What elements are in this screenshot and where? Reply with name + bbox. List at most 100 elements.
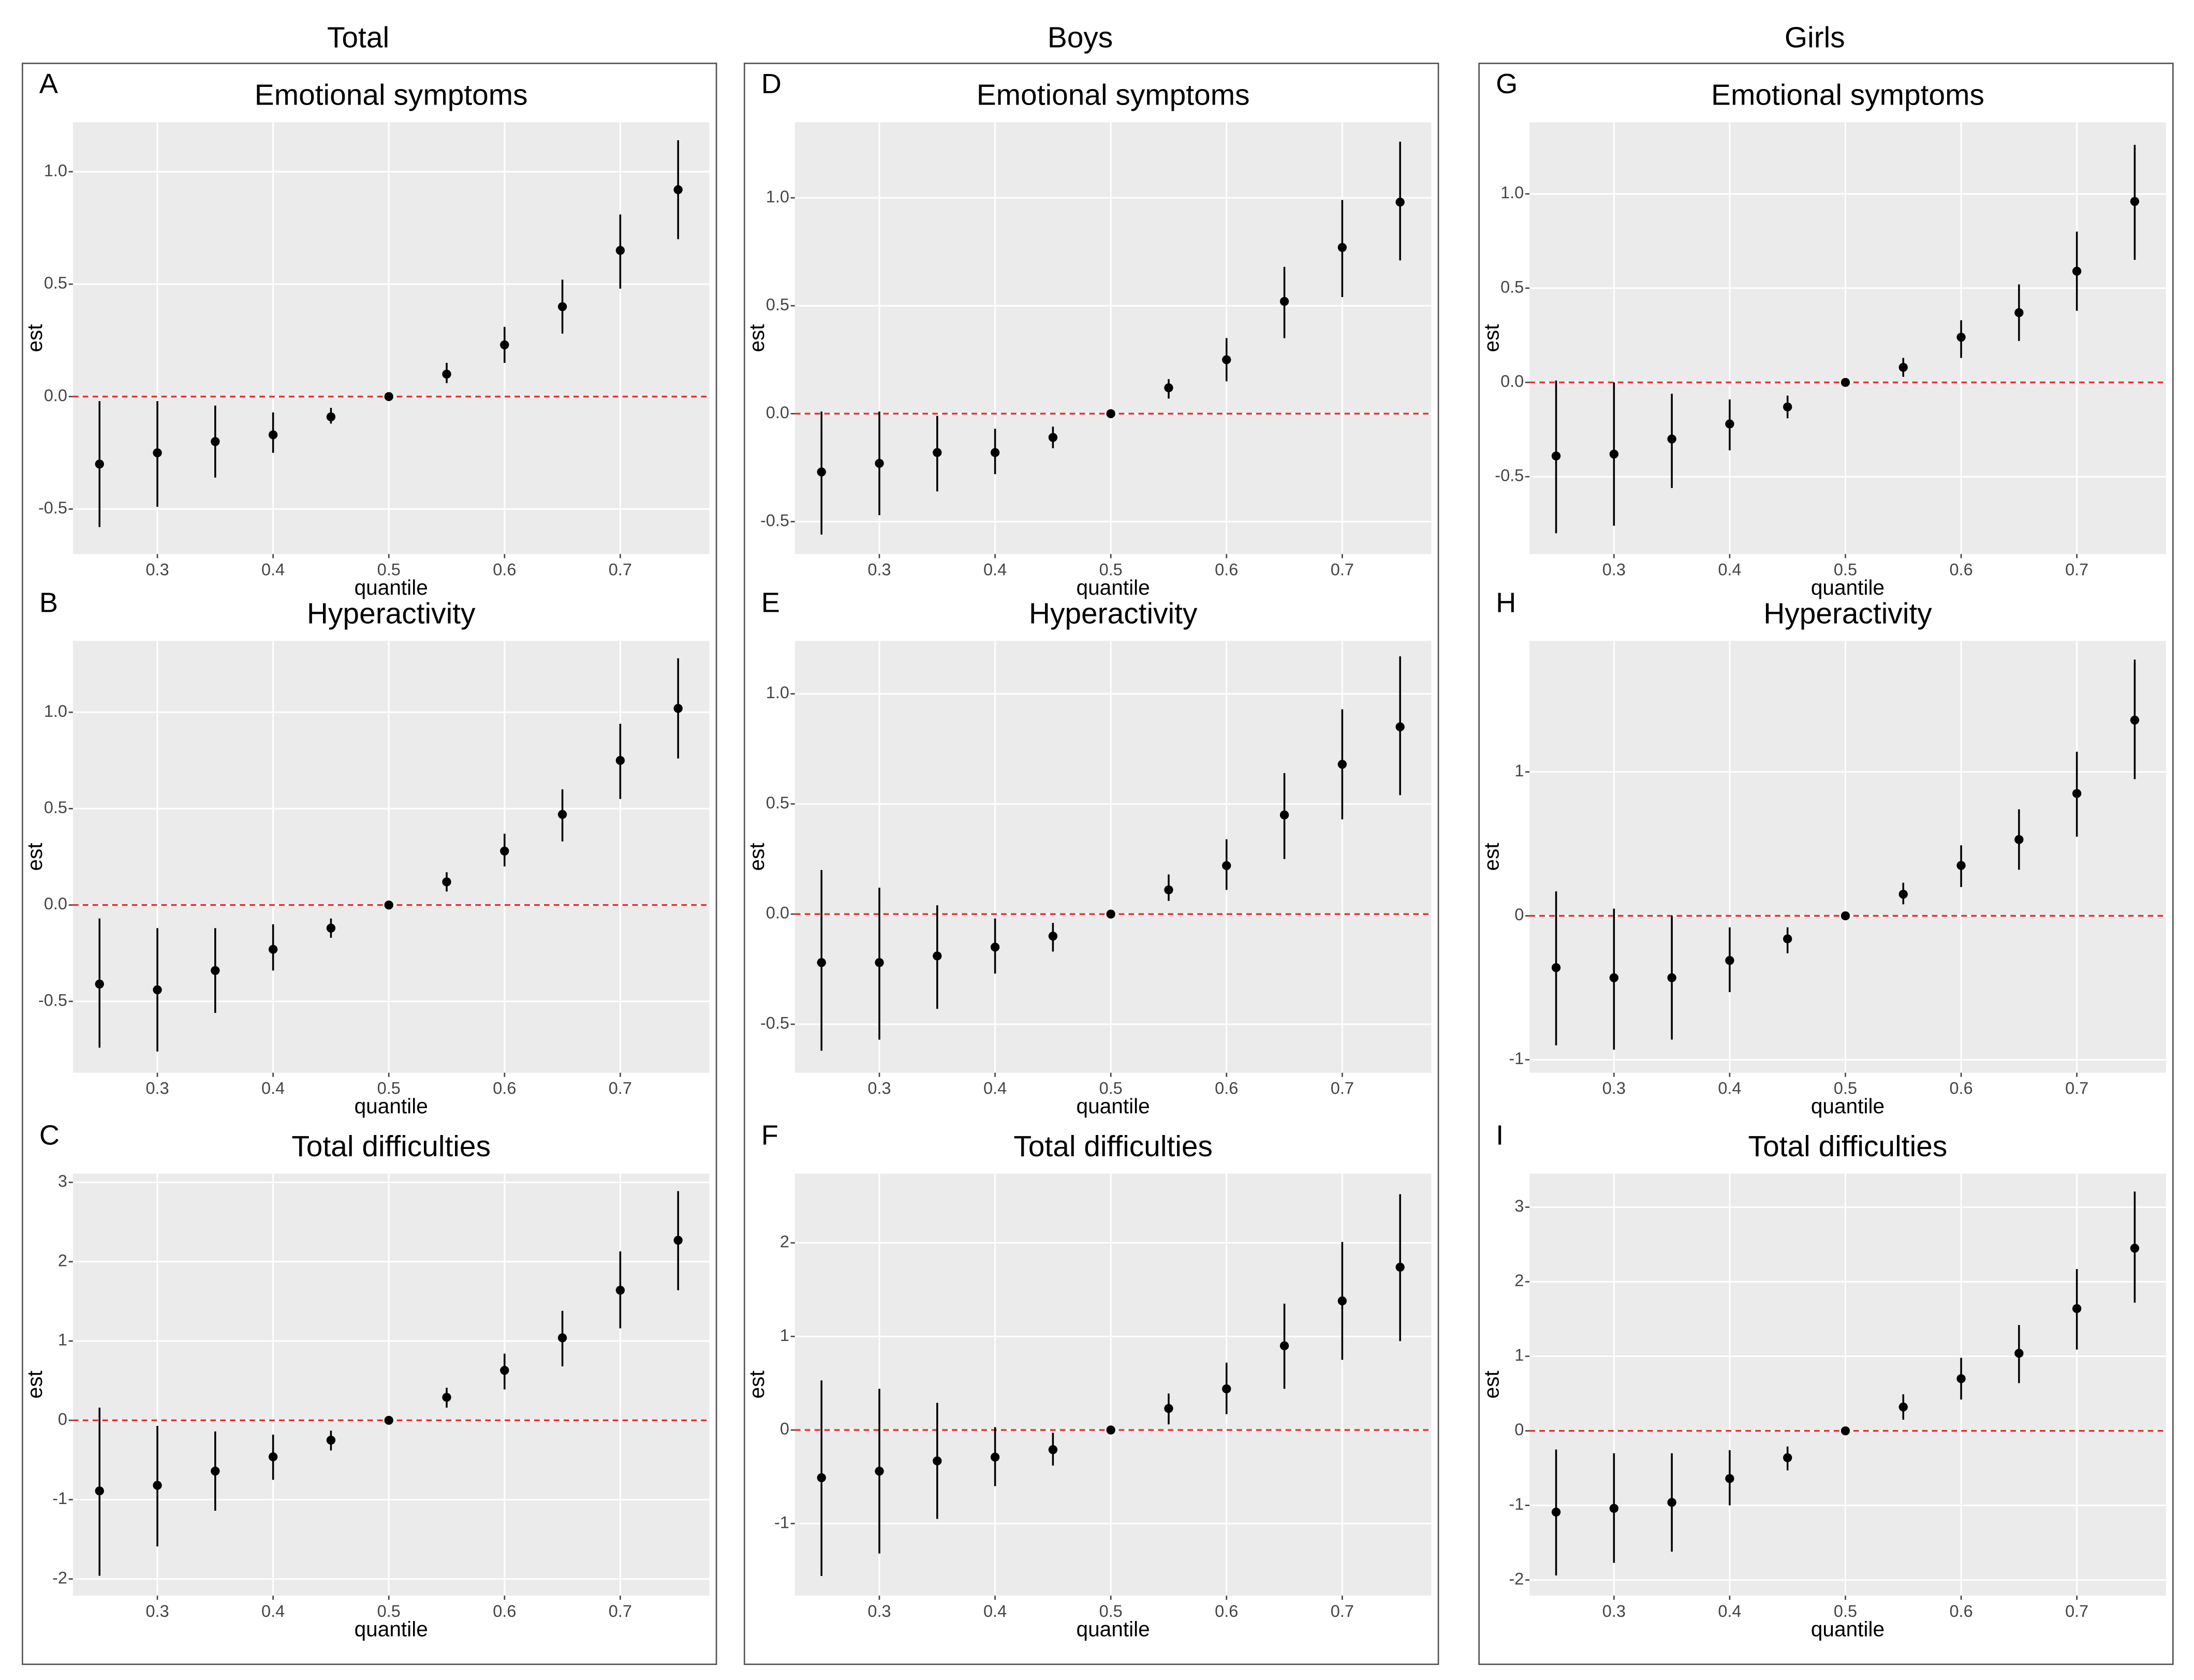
point <box>1222 1384 1231 1394</box>
y-tick-label: 2 <box>1514 1271 1524 1290</box>
plot-background <box>794 122 1432 554</box>
y-tick-label: -0.5 <box>760 1014 789 1033</box>
point <box>557 1333 567 1343</box>
point <box>557 302 567 312</box>
x-tick-label: 0.3 <box>145 1602 169 1620</box>
point <box>1956 332 1966 342</box>
x-tick-label: 0.4 <box>261 1602 285 1620</box>
point <box>1337 760 1347 769</box>
point <box>1840 378 1850 387</box>
y-tick-label: -0.5 <box>38 498 67 517</box>
y-tick-label: 1.0 <box>1500 183 1524 202</box>
panel-letter: E <box>761 587 780 618</box>
x-tick-label: 0.6 <box>1949 561 1972 579</box>
point <box>1783 402 1792 411</box>
point <box>817 958 826 967</box>
x-tick-label: 0.3 <box>1602 1602 1626 1620</box>
x-tick-label: 0.3 <box>1602 1079 1626 1098</box>
y-tick-label: -1 <box>774 1513 789 1531</box>
x-tick-label: 0.5 <box>1834 561 1857 579</box>
x-tick-label: 0.5 <box>377 1602 401 1620</box>
panel-letter: C <box>39 1120 60 1151</box>
point <box>268 1452 278 1462</box>
point <box>1840 911 1850 921</box>
x-tick-label: 0.6 <box>1949 1602 1972 1620</box>
y-axis-label: est <box>23 843 47 871</box>
x-axis-label: quantile <box>1077 1094 1150 1118</box>
x-tick-label: 0.3 <box>145 561 169 579</box>
x-tick-label: 0.4 <box>983 561 1007 579</box>
y-tick-label: 0.0 <box>766 403 789 422</box>
x-tick-label: 0.6 <box>1215 1079 1238 1098</box>
y-tick-label: 2 <box>780 1232 789 1251</box>
point <box>442 877 451 887</box>
y-tick-label: 1.0 <box>44 161 67 180</box>
point <box>211 437 220 446</box>
point <box>1956 1374 1966 1383</box>
panel-title: Emotional symptoms <box>977 79 1250 111</box>
y-tick-label: 1 <box>780 1326 789 1345</box>
point <box>1667 1498 1676 1507</box>
panel-letter: G <box>1496 68 1518 99</box>
panel-letter: H <box>1496 587 1516 618</box>
point <box>442 370 451 379</box>
x-tick-label: 0.3 <box>867 1602 891 1620</box>
y-tick-label: 0.5 <box>44 274 67 292</box>
point <box>2072 789 2082 798</box>
x-tick-label: 0.7 <box>609 561 632 579</box>
point <box>1106 909 1115 919</box>
plot-background <box>1529 122 2166 554</box>
point <box>1551 451 1561 461</box>
y-tick-label: 1.0 <box>44 702 67 720</box>
point <box>1106 1425 1115 1435</box>
point <box>933 448 942 458</box>
y-axis-label: est <box>1479 843 1503 871</box>
x-axis-label: quantile <box>1077 1617 1150 1641</box>
point <box>990 942 1000 952</box>
column-title: Total <box>327 21 389 54</box>
point <box>1609 1504 1618 1513</box>
point <box>1783 1453 1792 1463</box>
point <box>1106 409 1115 418</box>
panel-letter: D <box>761 68 782 99</box>
point <box>673 185 683 195</box>
y-tick-label: 0.0 <box>766 904 789 922</box>
x-tick-label: 0.4 <box>1718 1602 1741 1620</box>
point <box>1048 932 1058 941</box>
point <box>1395 722 1405 732</box>
y-tick-label: -0.5 <box>760 511 789 529</box>
x-tick-label: 0.4 <box>1718 561 1741 579</box>
y-tick-label: -2 <box>1509 1569 1524 1588</box>
y-tick-label: 0.5 <box>766 793 789 812</box>
x-tick-label: 0.7 <box>609 1079 632 1098</box>
point <box>557 809 567 819</box>
plot-background <box>72 122 710 554</box>
y-tick-label: 3 <box>1514 1197 1524 1215</box>
panel-title: Total difficulties <box>291 1130 491 1163</box>
y-axis-label: est <box>1479 1370 1503 1398</box>
plot-background <box>72 1173 710 1596</box>
point <box>268 945 278 954</box>
column-box <box>743 63 1439 1666</box>
point <box>2072 1304 2082 1314</box>
point <box>1222 355 1231 364</box>
point <box>1337 1296 1347 1306</box>
x-tick-label: 0.5 <box>1099 1079 1123 1098</box>
x-tick-label: 0.7 <box>609 1602 632 1620</box>
y-tick-label: -1 <box>1509 1495 1524 1513</box>
point <box>500 846 509 856</box>
y-axis-label: est <box>23 1370 47 1398</box>
point <box>673 1235 683 1245</box>
point <box>95 459 104 469</box>
point <box>1667 973 1676 982</box>
point <box>1279 297 1289 306</box>
panel-title: Total difficulties <box>1013 1130 1213 1163</box>
point <box>615 1286 625 1295</box>
x-tick-label: 0.6 <box>493 1079 516 1098</box>
point <box>1164 383 1173 392</box>
point <box>1551 963 1561 972</box>
plot-background <box>794 1173 1432 1596</box>
point <box>1279 810 1289 820</box>
x-tick-label: 0.7 <box>2065 1079 2088 1098</box>
